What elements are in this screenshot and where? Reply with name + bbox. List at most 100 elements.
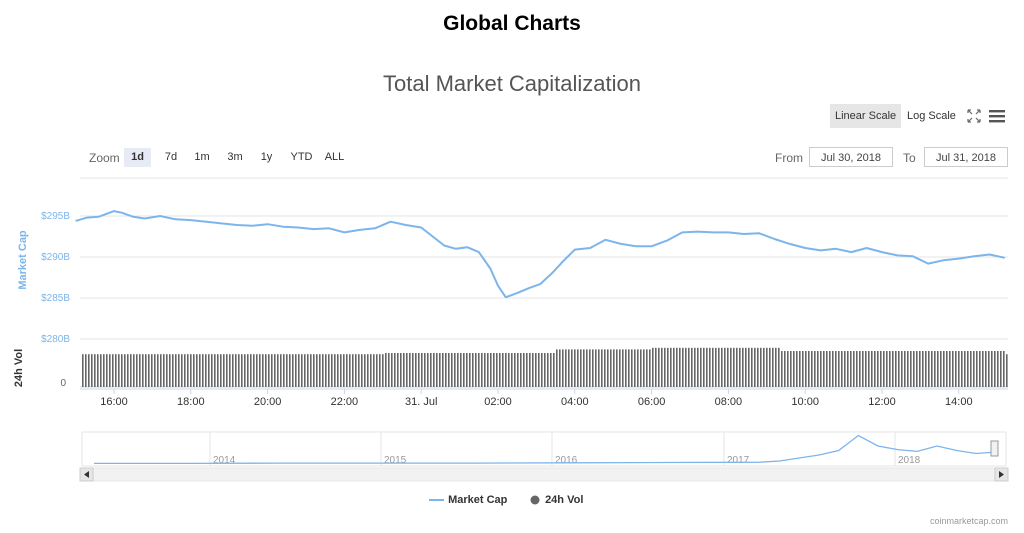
- page-title: Global Charts: [443, 12, 581, 35]
- volume-bar: [394, 353, 396, 387]
- volume-bar: [979, 351, 981, 387]
- volume-bar: [943, 351, 945, 387]
- volume-bar: [304, 354, 306, 387]
- volume-bar: [478, 353, 480, 387]
- volume-bar: [784, 351, 786, 387]
- volume-bar: [271, 354, 273, 387]
- volume-bar: [265, 354, 267, 387]
- volume-bar: [616, 349, 618, 387]
- volume-bar: [940, 351, 942, 387]
- volume-bar: [922, 351, 924, 387]
- zoom-button-1d[interactable]: 1d: [124, 148, 151, 167]
- volume-bar: [586, 349, 588, 387]
- volume-bar: [751, 347, 753, 387]
- volume-bar: [610, 349, 612, 387]
- zoom-button-all[interactable]: ALL: [324, 151, 345, 163]
- volume-bar: [382, 354, 384, 387]
- volume-bar: [445, 353, 447, 387]
- volume-bar: [187, 354, 189, 387]
- volume-bar: [514, 353, 516, 387]
- volume-bar: [145, 354, 147, 387]
- volume-bar: [664, 347, 666, 387]
- volume-bar: [286, 354, 288, 387]
- volume-bar: [916, 351, 918, 387]
- volume-bar: [496, 353, 498, 387]
- menu-icon[interactable]: [987, 106, 1007, 126]
- volume-bar: [124, 354, 126, 387]
- volume-bar: [568, 349, 570, 387]
- volume-bar: [367, 354, 369, 387]
- volume-bar: [460, 353, 462, 387]
- volume-bar: [235, 354, 237, 387]
- from-date-input[interactable]: Jul 30, 2018: [809, 147, 893, 167]
- volume-bar: [178, 354, 180, 387]
- volume-bar: [976, 351, 978, 387]
- volume-bar: [154, 354, 156, 387]
- navigator-handle: [990, 440, 999, 457]
- volume-bar: [745, 347, 747, 387]
- volume-bar: [493, 353, 495, 387]
- volume-bar: [844, 351, 846, 387]
- volume-bar: [370, 354, 372, 387]
- volume-bar: [208, 354, 210, 387]
- volume-bar: [112, 354, 114, 387]
- volume-bar: [508, 353, 510, 387]
- volume-bar: [574, 349, 576, 387]
- legend-item-market-cap[interactable]: Market Cap: [429, 494, 507, 506]
- volume-bar: [463, 353, 465, 387]
- volume-bar: [88, 354, 90, 387]
- from-label: From: [775, 151, 803, 165]
- volume-bar: [469, 353, 471, 387]
- volume-bar: [952, 351, 954, 387]
- x-tick-label: 16:00: [100, 396, 128, 408]
- volume-bar: [136, 354, 138, 387]
- volume-bar: [739, 347, 741, 387]
- volume-bar: [823, 351, 825, 387]
- fullscreen-icon[interactable]: [964, 106, 984, 126]
- log-scale-button[interactable]: Log Scale: [907, 110, 956, 122]
- volume-bar: [808, 351, 810, 387]
- zoom-button-1m[interactable]: 1m: [194, 151, 210, 163]
- volume-bar: [451, 353, 453, 387]
- volume-bar: [331, 354, 333, 387]
- scroll-right-arrow-icon: [999, 471, 1004, 478]
- volume-bar: [319, 354, 321, 387]
- volume-bar: [781, 351, 783, 387]
- zoom-button-1y[interactable]: 1y: [260, 151, 273, 163]
- volume-bar: [388, 353, 390, 387]
- volume-bar: [505, 353, 507, 387]
- legend-label-24h-vol: 24h Vol: [545, 494, 584, 506]
- volume-bar: [556, 349, 558, 387]
- volume-bar: [298, 354, 300, 387]
- volume-bar: [580, 349, 582, 387]
- volume-bar: [703, 347, 705, 387]
- legend-item-24h-vol[interactable]: 24h Vol: [530, 494, 583, 506]
- volume-bar: [223, 354, 225, 387]
- volume-bar: [931, 351, 933, 387]
- volume-bar: [754, 347, 756, 387]
- volume-bar: [946, 351, 948, 387]
- volume-bar: [805, 351, 807, 387]
- volume-bar: [595, 349, 597, 387]
- volume-bar: [640, 349, 642, 387]
- volume-bar: [778, 347, 780, 387]
- credits-link[interactable]: coinmarketcap.com: [929, 516, 1008, 526]
- zoom-button-ytd[interactable]: YTD: [290, 151, 313, 163]
- volume-bar: [280, 354, 282, 387]
- volume-bar: [718, 347, 720, 387]
- volume-bar: [511, 353, 513, 387]
- volume-bar: [817, 351, 819, 387]
- linear-scale-button[interactable]: Linear Scale: [830, 104, 902, 128]
- volume-bar: [358, 354, 360, 387]
- volume-bar: [901, 351, 903, 387]
- volume-bar: [544, 353, 546, 387]
- volume-bar: [295, 354, 297, 387]
- zoom-button-7d[interactable]: 7d: [164, 151, 178, 163]
- volume-bar: [82, 354, 84, 387]
- volume-bar: [904, 351, 906, 387]
- volume-bar: [151, 354, 153, 387]
- volume-bar: [820, 351, 822, 387]
- zoom-button-3m[interactable]: 3m: [227, 151, 243, 163]
- to-date-input[interactable]: Jul 31, 2018: [924, 147, 1008, 167]
